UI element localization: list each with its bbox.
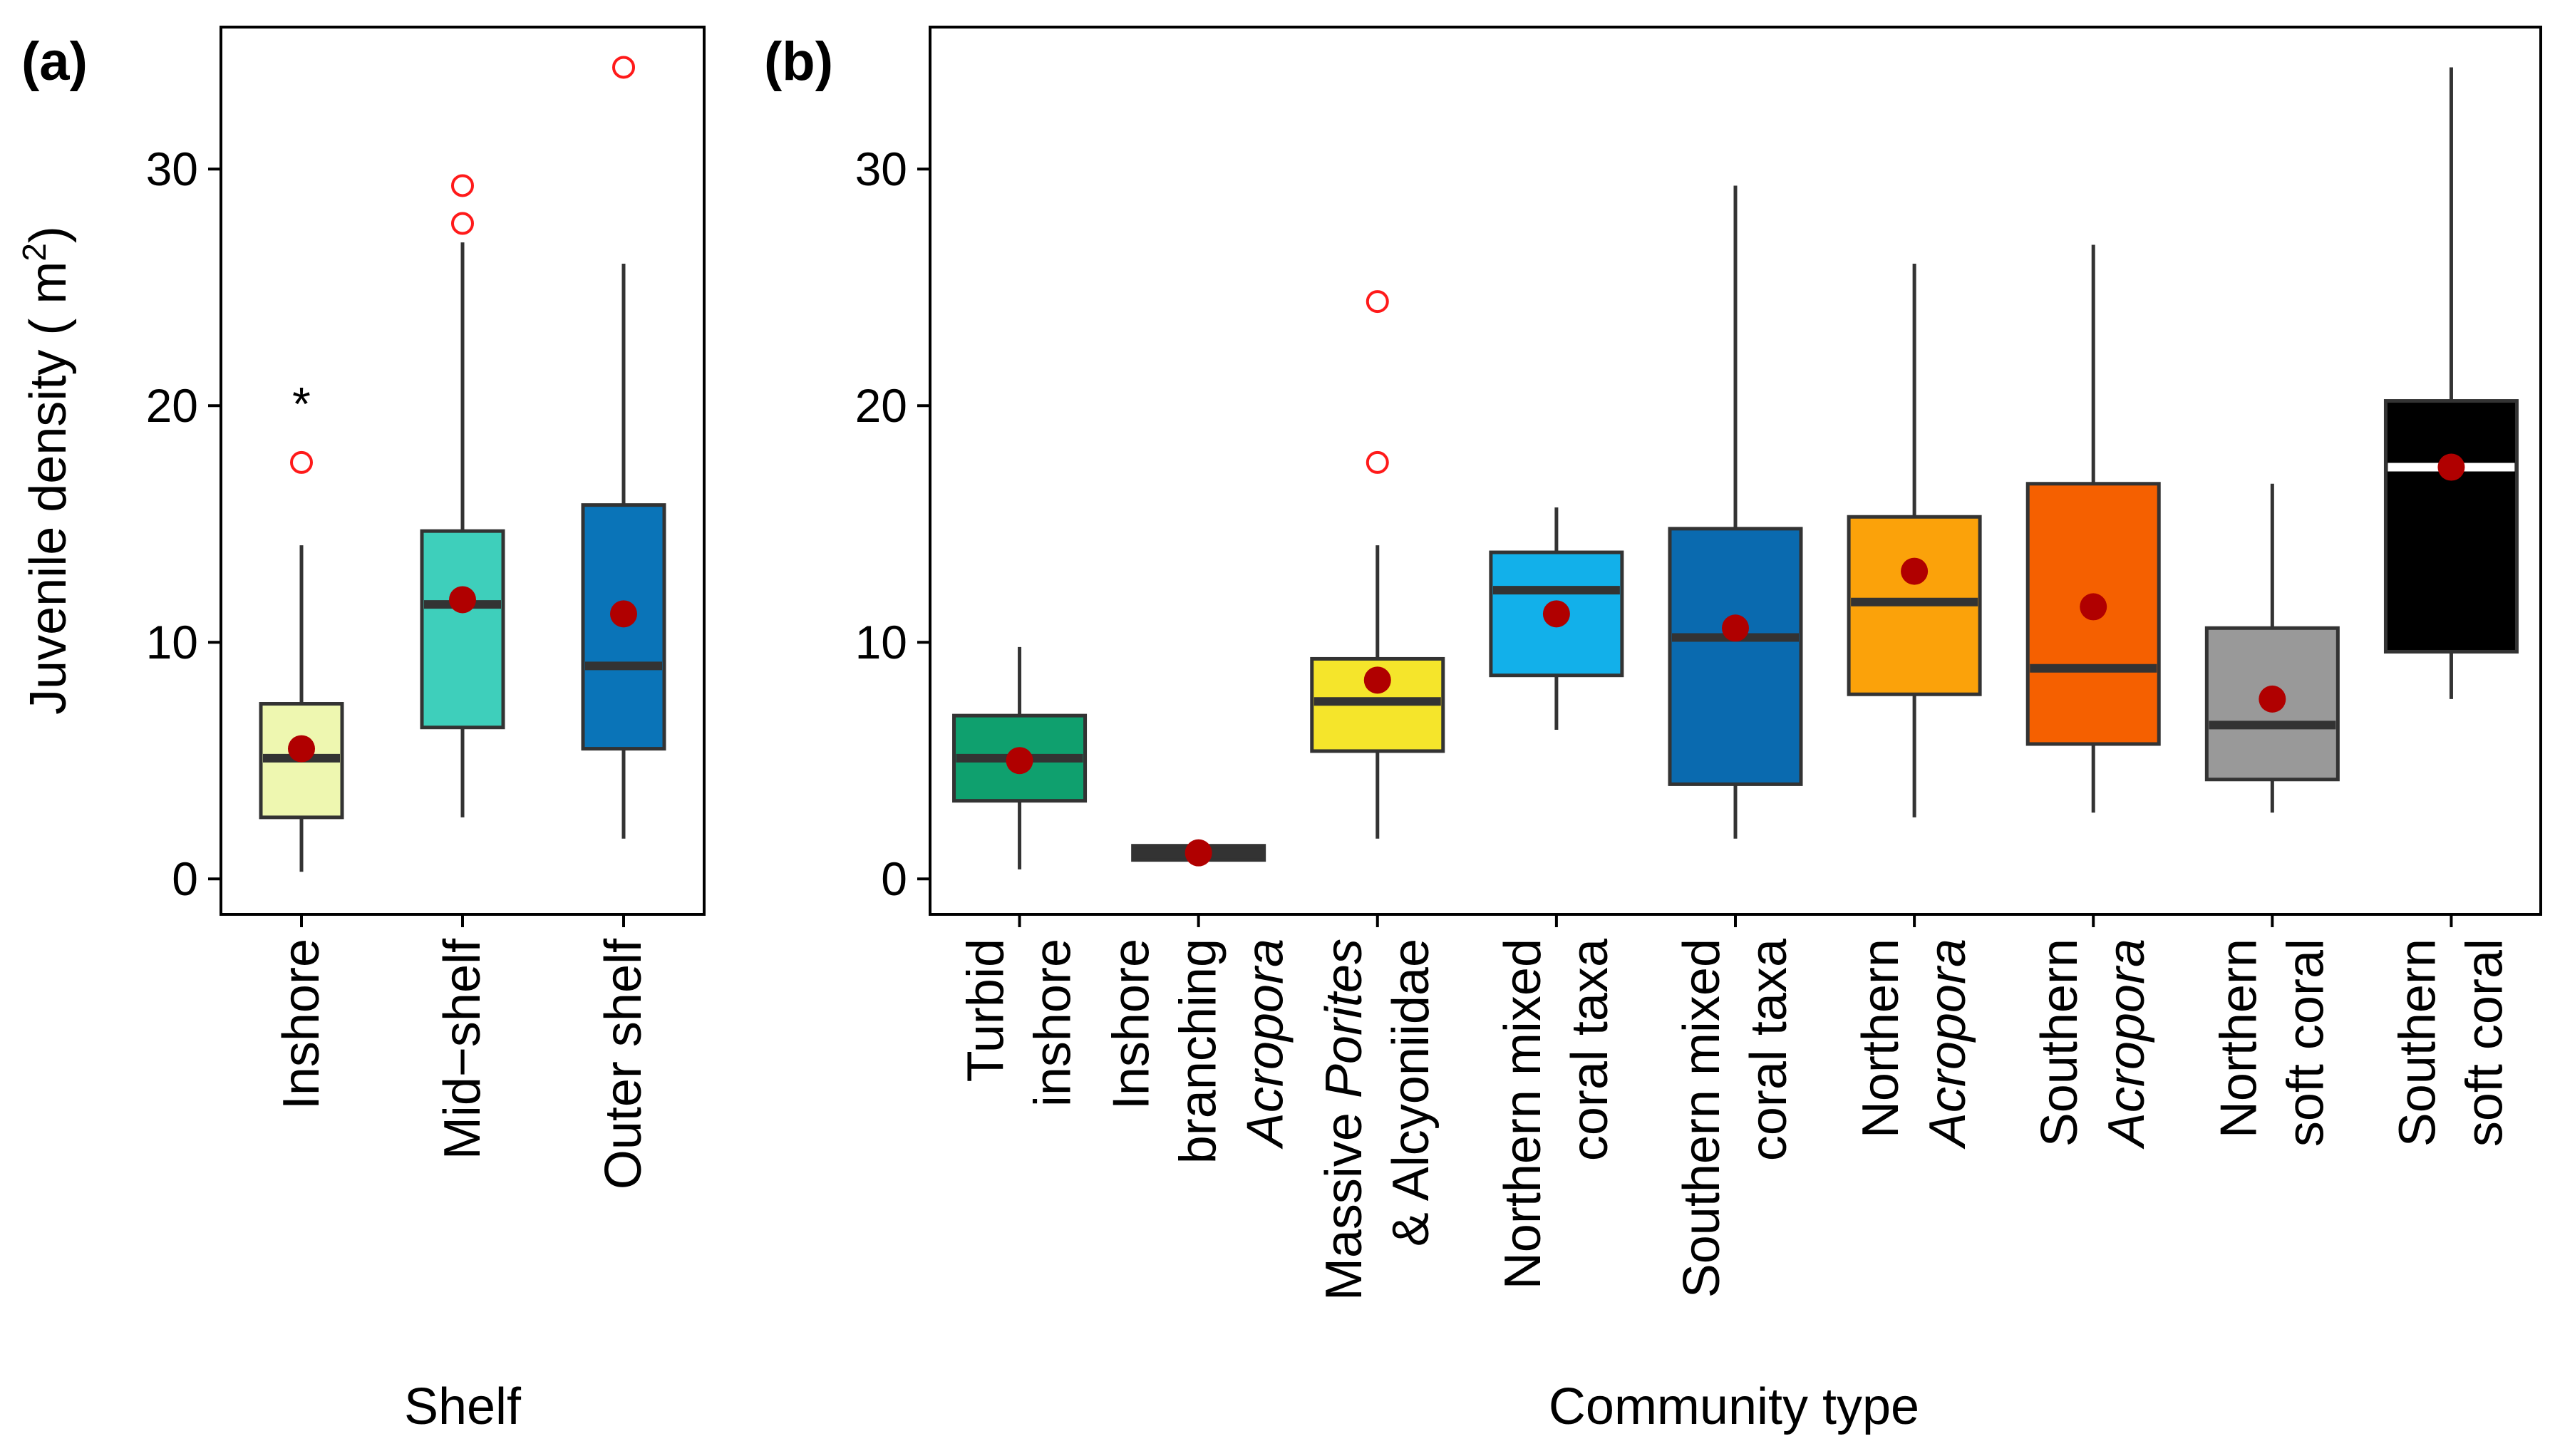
significance-annotation: * [292, 377, 311, 430]
x-category-label: Inshore [1103, 939, 1160, 1110]
x-category-label: Northern [1852, 939, 1909, 1138]
x-axis-title: Shelf [404, 1378, 522, 1435]
y-tick-label: 30 [855, 143, 907, 195]
box-group [1847, 264, 1982, 817]
x-category-label: Massive Porites [1316, 939, 1373, 1301]
mean-point [449, 586, 476, 614]
mean-point [2437, 453, 2465, 481]
y-tick-label: 10 [146, 616, 198, 668]
x-category-label: Southern mixed [1673, 939, 1730, 1298]
mean-point [1006, 747, 1033, 775]
x-category-label: Outer shelf [595, 938, 652, 1189]
mean-point [1542, 600, 1570, 628]
iqr-box [2383, 399, 2519, 654]
x-category-label: Northern [2210, 939, 2267, 1138]
x-category-label: coral taxa [1740, 938, 1797, 1161]
mean-point [288, 735, 315, 763]
box-group [420, 174, 505, 817]
outlier-point [1366, 290, 1389, 314]
panel-label: (a) [21, 31, 88, 92]
x-category-label: & Alcyoniidae [1383, 939, 1440, 1246]
outlier-point [451, 174, 474, 197]
mean-point [2259, 685, 2286, 713]
x-category-label: inshore [1025, 939, 1082, 1107]
y-tick-label: 30 [146, 143, 198, 195]
panel-label: (b) [764, 31, 833, 92]
box-group [1131, 839, 1266, 867]
x-category-label: Inshore [273, 939, 330, 1110]
box-group [2204, 483, 2340, 813]
mean-point [1901, 557, 1929, 585]
iqr-box [420, 529, 505, 730]
box-group [1310, 290, 1445, 839]
x-category-label: soft coral [2456, 939, 2513, 1147]
x-category-label: Southern [2031, 939, 2088, 1147]
box-group [1489, 507, 1624, 730]
x-category-label: Acropora [1237, 939, 1294, 1150]
box-group [581, 56, 666, 839]
y-tick-label: 0 [172, 852, 198, 905]
box-group [952, 646, 1088, 869]
outlier-point [612, 56, 635, 79]
outlier-point [451, 212, 474, 235]
box-group: * [259, 377, 344, 872]
panel-b-community-boxplot: (b) 0 10 20 30 Community type Turbid inshore Ins… [764, 26, 2542, 1435]
x-category-label: Mid−shelf [434, 938, 491, 1160]
x-category-label: Northern mixed [1495, 939, 1552, 1289]
x-category-label: Acropora [1919, 939, 1976, 1150]
x-category-label: Acropora [2098, 939, 2155, 1150]
mean-point [1722, 614, 1749, 642]
mean-point [610, 600, 637, 628]
y-tick-label: 0 [881, 852, 907, 905]
x-category-label: coral taxa [1562, 938, 1619, 1161]
mean-point [1184, 839, 1212, 867]
iqr-box [1668, 527, 1803, 786]
outlier-point [1366, 450, 1389, 474]
y-tick-label: 20 [855, 379, 907, 432]
x-category-label: branching [1170, 939, 1227, 1164]
box-group [2025, 244, 2161, 813]
y-tick-label: 10 [855, 616, 907, 668]
y-tick-label: 20 [146, 379, 198, 432]
x-category-label: Southern [2389, 939, 2446, 1147]
panel-a-shelf-boxplot: (a) 0 10 20 30 Juvenile density ( m2) Shelf * In… [16, 26, 706, 1435]
box-group [1668, 185, 1803, 839]
mean-point [2080, 593, 2107, 621]
x-category-label: soft coral [2277, 939, 2334, 1147]
outlier-point [290, 450, 313, 474]
x-axis-title: Community type [1549, 1378, 1919, 1435]
y-axis-title: Juvenile density ( m2) [16, 226, 77, 715]
box-group [2383, 67, 2519, 699]
mean-point [1363, 666, 1391, 694]
x-category-label: Turbid [958, 939, 1015, 1082]
